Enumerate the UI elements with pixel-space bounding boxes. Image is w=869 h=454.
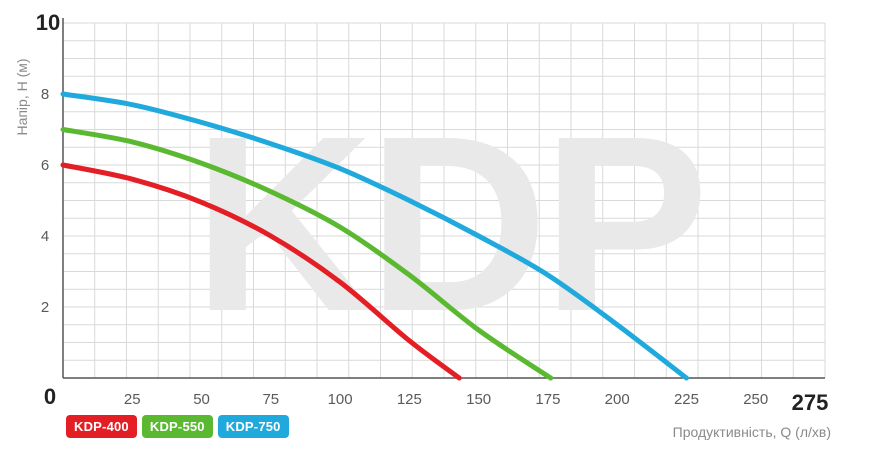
x-tick-label: 100: [328, 391, 353, 408]
x-tick-label: 275: [792, 390, 829, 415]
x-tick-label: 125: [397, 391, 422, 408]
y-tick-label: 4: [41, 228, 49, 245]
x-tick-label: 0: [44, 384, 56, 409]
legend-item-kdp-750: KDP-750: [217, 415, 289, 438]
x-axis-tick-labels: 0 25 50 75 100 125 150 175 200 225 250 275: [44, 384, 828, 415]
series-lines: [60, 91, 689, 381]
x-tick-label: 150: [466, 391, 491, 408]
x-tick-label: 50: [193, 391, 210, 408]
y-axis-label: Напір, Н (м): [14, 58, 30, 135]
grid: [62, 22, 826, 379]
x-tick-label: 25: [124, 391, 141, 408]
x-tick-label: 75: [262, 391, 279, 408]
legend: KDP-400 KDP-550 KDP-750: [66, 415, 289, 438]
x-tick-label: 175: [535, 391, 560, 408]
y-tick-label: 10: [36, 10, 60, 35]
series-line-kdp-550: [60, 127, 554, 381]
series-line-kdp-750: [60, 91, 689, 381]
y-axis-tick-labels: 2 4 6 8 10: [36, 10, 60, 316]
x-axis-label: Продуктивність, Q (л/хв): [673, 424, 831, 440]
legend-item-kdp-550: KDP-550: [141, 415, 213, 438]
x-tick-label: 250: [743, 391, 768, 408]
series-line-kdp-400: [60, 162, 462, 381]
axes: [62, 18, 825, 379]
legend-item-kdp-400: KDP-400: [66, 415, 137, 438]
y-tick-label: 8: [41, 86, 49, 103]
x-tick-label: 225: [674, 391, 699, 408]
watermark-text: KDP: [193, 84, 703, 363]
y-tick-label: 6: [41, 157, 49, 174]
y-tick-label: 2: [41, 299, 49, 316]
x-tick-label: 200: [605, 391, 630, 408]
